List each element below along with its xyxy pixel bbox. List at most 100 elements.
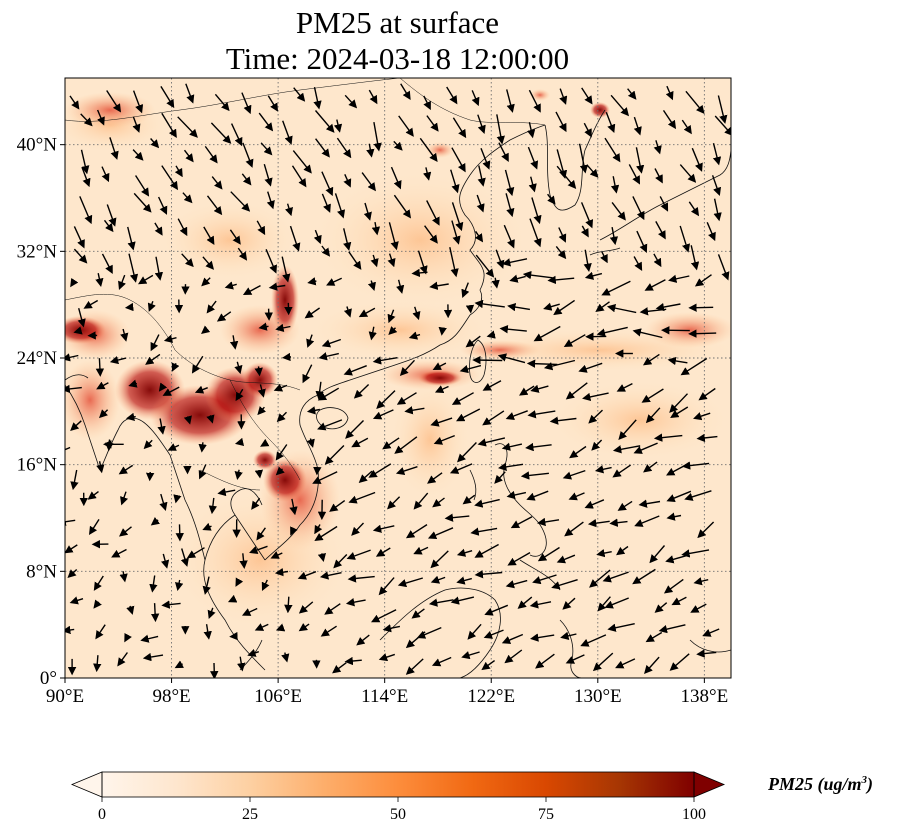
wind-arrow [206, 195, 223, 216]
wind-arrow [616, 382, 633, 392]
wind-arrow [154, 256, 164, 281]
wind-arrow [644, 656, 660, 674]
wind-arrow [370, 609, 397, 623]
wind-arrow [268, 282, 286, 291]
wind-arrow [451, 202, 464, 232]
wind-arrow [670, 406, 689, 418]
wind-arrow [531, 197, 542, 225]
wind-arrow [237, 656, 246, 672]
wind-arrow [604, 597, 629, 609]
wind-arrow [343, 228, 352, 251]
wind-arrow [319, 571, 342, 580]
wind-arrow [498, 142, 509, 162]
wind-arrow [382, 624, 401, 633]
wind-arrow [638, 499, 661, 508]
wind-arrow [120, 491, 128, 506]
wind-arrow [628, 164, 641, 185]
wind-arrow [87, 491, 99, 500]
wind-arrow [118, 464, 134, 475]
wind-arrow [532, 574, 557, 585]
wind-arrow [93, 599, 102, 609]
wind-arrow [254, 623, 269, 631]
wind-arrow [137, 274, 154, 285]
wind-arrow [254, 469, 264, 479]
wind-arrow [313, 229, 322, 245]
wind-arrow [596, 548, 612, 558]
wind-arrow [69, 596, 84, 605]
wind-arrow [654, 602, 668, 613]
wind-arrow [537, 546, 560, 562]
wind-arrow [157, 196, 168, 215]
wind-arrow [111, 548, 127, 558]
wind-arrow [320, 625, 337, 637]
wind-arrow [472, 355, 503, 365]
lon-tick-label: 90°E [46, 686, 84, 707]
wind-arrow [149, 575, 158, 593]
wind-arrow [528, 89, 541, 113]
wind-arrow [688, 329, 717, 338]
wind-arrow [307, 277, 317, 286]
wind-arrow [378, 653, 396, 662]
wind-arrow [304, 307, 320, 319]
wind-arrow [334, 193, 346, 219]
wind-arrow [258, 322, 269, 331]
wind-arrow [69, 95, 80, 110]
wind-arrow [314, 524, 323, 535]
wind-arrow [691, 147, 703, 172]
wind-arrow [202, 256, 215, 270]
wind-arrow [249, 545, 268, 554]
wind-arrow [605, 112, 616, 134]
wind-arrow [150, 138, 160, 149]
wind-arrow [96, 461, 105, 474]
wind-arrow [276, 411, 287, 423]
wind-arrow [242, 284, 261, 296]
colorbar [70, 771, 726, 802]
wind-arrow [501, 633, 524, 644]
wind-arrow [450, 596, 475, 605]
colorbar-tick-label: 25 [242, 806, 258, 823]
wind-arrow [423, 167, 432, 181]
wind-arrow [345, 598, 366, 607]
wind-arrow [336, 137, 352, 159]
wind-arrow [474, 498, 500, 508]
wind-arrow [201, 277, 211, 287]
wind-arrow [347, 574, 375, 583]
wind-arrow [321, 171, 334, 197]
wind-arrow [506, 89, 515, 113]
wind-arrow [669, 393, 689, 413]
wind-arrow [234, 437, 245, 447]
wind-arrow [101, 253, 113, 274]
wind-arrow [562, 597, 576, 610]
wind-arrow [282, 120, 293, 145]
wind-arrow [393, 194, 412, 219]
wind-arrow [527, 410, 556, 419]
wind-arrow [251, 497, 261, 510]
wind-arrow [80, 149, 90, 175]
wind-arrow [526, 490, 549, 501]
map-title-time: Time: 2024-03-18 12:00:00 [225, 41, 570, 76]
wind-arrow [413, 546, 429, 555]
colorbar-tick-label: 0 [98, 806, 106, 823]
wind-arrow [480, 147, 491, 170]
wind-arrow [142, 652, 164, 662]
wind-arrow [95, 273, 104, 287]
wind-arrow [696, 649, 717, 658]
wind-arrow [162, 386, 180, 396]
wind-arrow [444, 513, 470, 522]
wind-arrow [496, 114, 505, 145]
wind-arrow [101, 166, 110, 183]
wind-arrow [70, 469, 79, 491]
wind-arrow [417, 250, 428, 275]
wind-arrow [429, 281, 449, 290]
wind-arrow [426, 200, 440, 226]
wind-arrow [185, 83, 195, 104]
wind-arrow [65, 517, 76, 526]
wind-arrow [501, 258, 528, 267]
wind-arrow [198, 464, 207, 480]
wind-arrow [356, 634, 370, 646]
wind-arrow [214, 93, 230, 112]
colorbar-tick-label: 50 [390, 806, 406, 823]
wind-arrow [555, 245, 567, 260]
wind-arrow [345, 420, 364, 439]
